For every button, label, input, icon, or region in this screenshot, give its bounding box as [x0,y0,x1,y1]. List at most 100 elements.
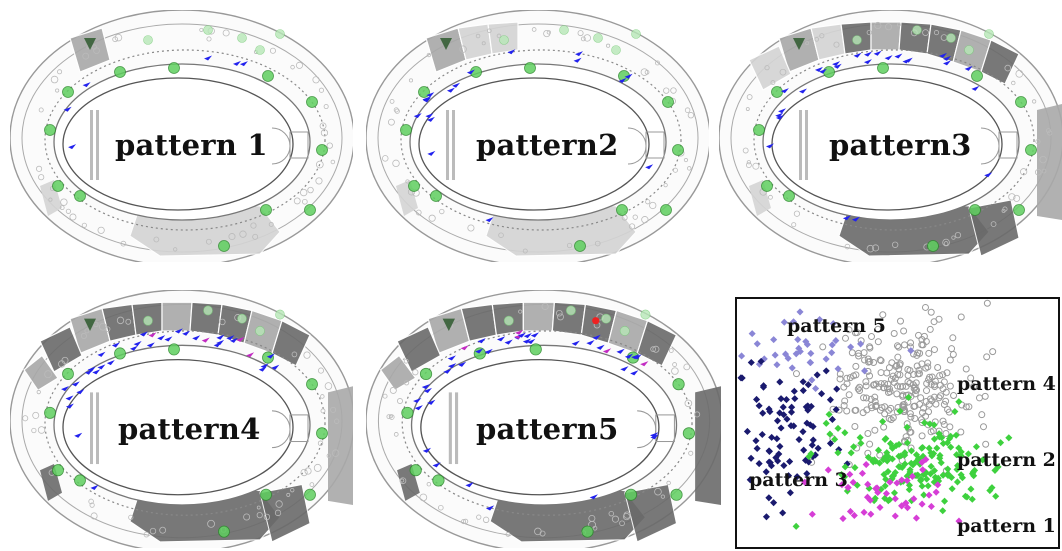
panel-label: pattern3 [829,128,972,162]
scatter-point [902,433,910,441]
scatter-point [913,351,921,359]
scatter-point [907,447,915,455]
scatter-points [737,299,1013,530]
scatter-point [850,443,858,451]
scatter-point [857,340,865,348]
scatter-point [752,437,760,445]
scatter-point [779,509,787,517]
scatter-point [833,385,841,393]
scatter-point [949,350,957,358]
scatter-point [891,512,899,520]
scatter-point [918,500,926,508]
scatter-point [877,369,885,377]
scatter-point [962,365,970,373]
scatter-point [753,444,761,452]
scatter-point [944,465,952,473]
scatter-point [893,342,901,350]
scatter-point [1005,434,1013,442]
scatter-point [903,439,911,447]
stadium-map-3 [719,10,1062,262]
scatter-point [753,340,761,348]
scatter-point [949,334,957,342]
scatter-point [933,444,941,452]
scatter-point [922,397,930,405]
scatter-point [970,382,978,390]
scatter-point [826,430,834,438]
scatter-point [791,395,799,403]
scatter-point [759,409,767,417]
scatter-point [866,440,874,448]
scatter-point [809,436,817,444]
scatter-point [866,358,874,366]
scatter-point [912,379,920,387]
scatter-point [862,382,870,390]
scatter-point [856,387,864,395]
scatter-point [886,478,894,486]
scatter-point [841,429,849,437]
scatter-point [826,396,834,404]
scatter-point [884,380,892,388]
cluster-scatter-plot: pattern 5 pattern 4 pattern 2 pattern 3 … [735,297,1060,549]
scatter-point [911,402,919,410]
scatter-point [943,439,951,447]
scatter-point [808,510,816,518]
scatter-point [900,327,908,335]
scatter-point [942,429,950,437]
scatter-point [867,510,875,518]
panel-label: pattern 1 [115,128,268,162]
scatter-point [940,378,948,386]
scatter-point [770,336,778,344]
scatter-point [926,325,934,333]
scatter-point [919,404,927,412]
scatter-point [922,364,930,372]
scatter-point [844,483,852,492]
scatter-point [822,419,830,427]
map-panel-pattern2: pattern2 [366,10,709,262]
scatter-point [866,372,874,380]
scatter-point [799,428,807,436]
scatter-point [876,356,884,364]
scatter-point [912,514,920,522]
scatter-point [777,395,785,403]
scatter-point [908,472,916,480]
scatter-point [953,478,961,486]
scatter-point [939,371,947,379]
scatter-point [914,370,922,378]
scatter-point [939,507,947,515]
scatter-point [876,459,884,467]
scatter-point [915,366,923,374]
scatter-point [879,311,887,319]
scatter-point [962,403,970,411]
scatter-point [911,390,919,398]
scatter-point [889,414,897,422]
scatter-point [848,349,856,357]
stadium-map-5 [366,290,721,548]
scatter-point [924,482,932,490]
scatter-point [890,330,898,338]
scatter-point [782,396,790,404]
scatter-point [992,492,1000,500]
scatter-point [894,353,902,361]
scatter-point [935,433,943,441]
scatter-point [883,456,891,464]
scatter-point [907,413,915,421]
scatter-point [927,308,935,316]
scatter-point [787,408,796,416]
map-panel-pattern1: pattern 1 [10,10,353,262]
scatter-point [893,361,901,369]
scatter-point [862,461,870,469]
scatter-point [818,390,826,398]
scatter-point [896,383,904,391]
scatter-point [790,387,798,395]
scatter-point [946,382,954,390]
scatter-point [788,364,796,372]
scatter-point [776,378,784,386]
scatter-point [918,482,926,490]
scatter-point [918,335,926,343]
scatter-point [923,387,931,395]
scatter-point [880,423,888,431]
scatter-point [854,385,862,393]
scatter-point [957,313,965,321]
scatter-point [981,392,989,400]
scatter-point [747,358,755,367]
